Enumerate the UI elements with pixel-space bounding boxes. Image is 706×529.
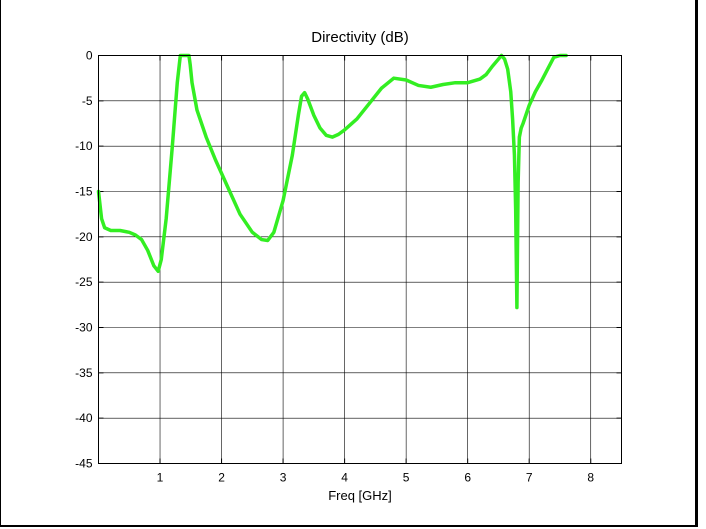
y-tick-label: 0: [86, 49, 93, 63]
chart-title: Directivity (dB): [311, 29, 409, 46]
series-line: [96, 53, 568, 310]
y-tick-label: -45: [75, 457, 93, 471]
y-tick-label: -25: [75, 275, 93, 289]
x-tick-label: 4: [341, 471, 348, 485]
x-tick-label: 8: [587, 471, 594, 485]
y-tick-label: -35: [75, 366, 93, 380]
x-tick-label: 2: [218, 471, 225, 485]
y-tick-label: -10: [75, 139, 93, 153]
y-tick-label: -20: [75, 230, 93, 244]
x-tick-label: 5: [403, 471, 410, 485]
plot-area: [98, 55, 622, 464]
tick-labels: 1 2 3 4 5 6 7 8 0 -5 -10 -15 -20 -25 -30 -35 -40 -45: [75, 49, 594, 485]
x-tick-label: 3: [280, 471, 287, 485]
x-tick-label: 7: [526, 471, 533, 485]
x-tick-label: 6: [464, 471, 471, 485]
y-tick-label: -30: [75, 321, 93, 335]
y-tick-label: -15: [75, 185, 93, 199]
y-tick-label: -40: [75, 411, 93, 425]
series: [96, 53, 568, 310]
grid: [98, 55, 622, 464]
x-tick-label: 1: [157, 471, 164, 485]
x-axis-label: Freq [GHz]: [328, 488, 392, 503]
y-tick-label: -5: [82, 94, 93, 108]
ticks: [98, 55, 622, 464]
